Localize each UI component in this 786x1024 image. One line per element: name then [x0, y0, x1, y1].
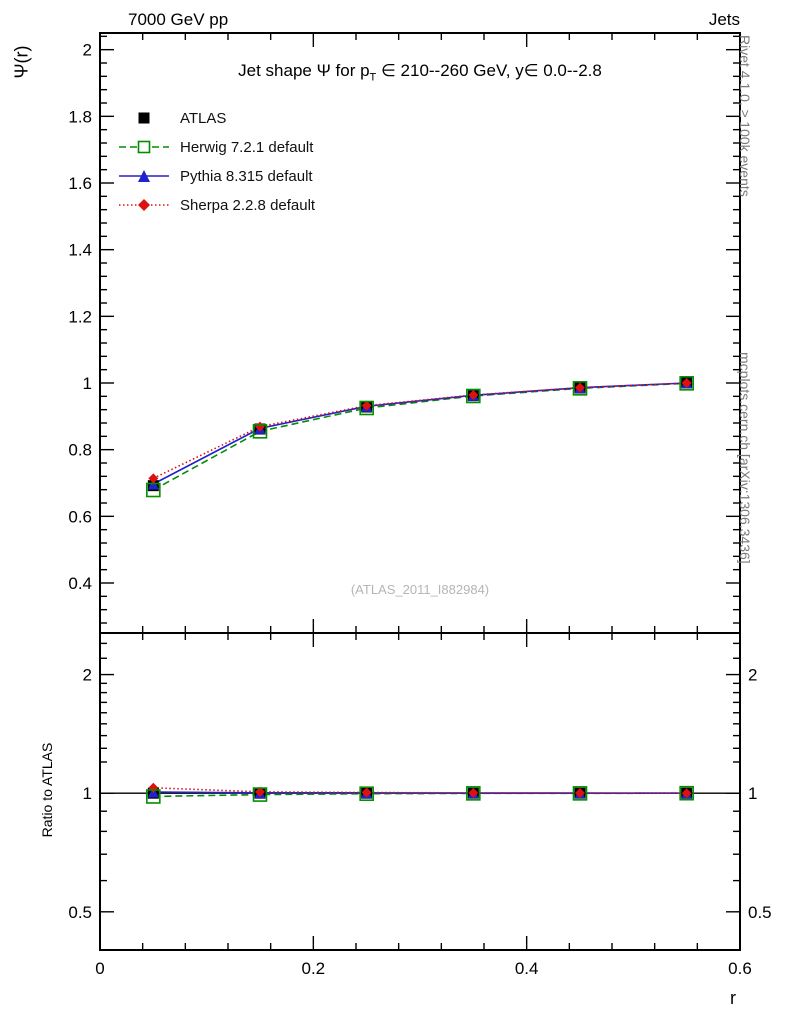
ratio-line-sherpa: [153, 787, 687, 794]
x-axis-title: r: [730, 988, 736, 1008]
series-markers: [146, 376, 694, 804]
data-marker-sherpa: [361, 400, 372, 411]
data-marker-herwig: [359, 400, 374, 416]
y-tick-label: 1: [83, 374, 92, 393]
process-label: Jets: [708, 10, 740, 29]
ratio-y-tick-label: 1: [83, 784, 92, 803]
axis-ticks: [99, 33, 741, 951]
legend-sample-atlas: [138, 112, 150, 124]
plot-title: Jet shape Ψ for pT ∈ 210--260 GeV, y∈ 0.…: [100, 61, 740, 83]
plot-title-pre: Jet shape Ψ for p: [238, 61, 370, 80]
ratio-marker-sherpa: [468, 787, 479, 798]
ratio-marker-herwig: [572, 786, 588, 801]
rivet-version-label: Rivet 4.1.0, ≥ 100k events: [737, 35, 753, 197]
ratio-marker-herwig: [679, 785, 694, 801]
legend-marker-herwig: [137, 140, 151, 154]
legend-marker-atlas: [138, 112, 150, 124]
axis-tick-labels: 0.4 0.6 0.8 1 1.2 1.4 1.6 1.8 2 0.5 0.5 1 1 2 2 0 0.2 0.4…: [68, 41, 771, 978]
ratio-y-tick-label-right: 0.5: [748, 903, 772, 922]
legend-marker-sherpa: [138, 199, 150, 211]
ratio-marker-herwig: [146, 789, 161, 804]
ratio-panel-frame: [99, 632, 741, 951]
y-tick-label: 0.6: [68, 507, 92, 526]
plot-title-post: ∈ 210--260 GeV, y∈ 0.0--2.8: [376, 61, 602, 80]
analysis-id-watermark: (ATLAS_2011_I882984): [350, 582, 490, 597]
ratio-y-tick-label-right: 2: [748, 666, 757, 685]
legend: ATLAS Herwig 7.2.1 default Pythia 8.315 de…: [118, 109, 315, 214]
data-marker-herwig: [146, 482, 161, 498]
ratio-marker-herwig: [252, 787, 268, 802]
ratio-marker-sherpa: [681, 788, 692, 799]
series-lines: [152, 382, 687, 798]
y-tick-label: 1.6: [68, 174, 92, 193]
mcplots-arxiv-label: mcplots.cern.ch [arXiv:1306.3436]: [737, 352, 753, 564]
data-marker-herwig: [572, 381, 588, 396]
legend-label-sherpa: Sherpa 2.2.8 default: [180, 196, 316, 214]
legend-sample-sherpa: [119, 199, 169, 211]
data-marker-sherpa: [681, 378, 692, 388]
y-axis-title: Ψ(r): [11, 45, 32, 79]
ratio-y-tick-label-right: 1: [748, 784, 757, 803]
plot-title-sub: T: [369, 71, 377, 84]
x-tick-label: 0.6: [728, 959, 752, 978]
ratio-marker-sherpa: [255, 786, 265, 797]
legend-label-herwig: Herwig 7.2.1 default: [180, 138, 314, 156]
legend-label-atlas: ATLAS: [180, 109, 227, 127]
y-tick-label: 2: [83, 41, 92, 60]
series-line-sherpa: [152, 382, 687, 480]
y-tick-label: 1.8: [68, 107, 92, 126]
x-tick-label: 0.2: [302, 959, 326, 978]
legend-entry-pythia: Pythia 8.315 default: [118, 167, 315, 185]
x-tick-label: 0: [95, 959, 104, 978]
ratio-marker-sherpa: [361, 787, 372, 798]
ratio-y-tick-label: 0.5: [68, 903, 92, 922]
legend-marker-pythia: [138, 170, 150, 182]
beam-energy-label: 7000 GeV pp: [128, 10, 229, 29]
y-tick-label: 1.4: [68, 241, 92, 260]
legend-label-pythia: Pythia 8.315 default: [180, 167, 313, 185]
legend-entry-sherpa: Sherpa 2.2.8 default: [118, 196, 315, 214]
y-tick-label: 1.2: [68, 307, 92, 326]
series-line-pythia: [152, 382, 687, 485]
ratio-marker-herwig: [359, 786, 374, 802]
y-tick-label: 0.4: [68, 574, 92, 593]
ratio-y-axis-title: Ratio to ATLAS: [39, 742, 55, 838]
legend-sample-pythia: [119, 170, 169, 182]
data-marker-sherpa: [148, 473, 159, 484]
data-marker-herwig: [252, 424, 268, 439]
y-tick-label: 0.8: [68, 441, 92, 460]
data-marker-sherpa: [468, 390, 479, 400]
ratio-marker-sherpa: [575, 788, 585, 799]
series-line-herwig: [152, 382, 687, 491]
data-marker-sherpa: [575, 382, 585, 393]
data-marker-herwig: [679, 376, 694, 391]
legend-entry-atlas: ATLAS: [118, 109, 315, 127]
ratio-y-tick-label: 2: [83, 666, 92, 685]
x-tick-label: 0.4: [515, 959, 539, 978]
ratio-marker-herwig: [466, 786, 481, 801]
data-marker-herwig: [466, 388, 481, 404]
legend-sample-herwig: [119, 140, 169, 154]
legend-entry-herwig: Herwig 7.2.1 default: [118, 138, 315, 156]
